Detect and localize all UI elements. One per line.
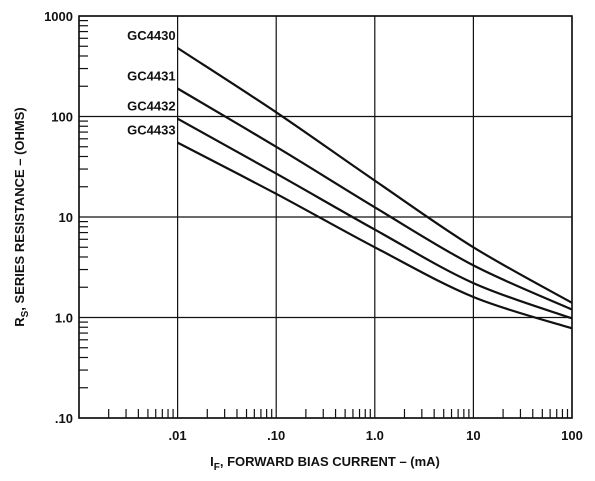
y-tick-label: 10 [59,210,73,225]
series-gc4430: GC4430 [127,28,573,304]
y-axis-title-sub: S [20,310,31,317]
x-tick-label: 100 [561,428,583,443]
series-gc4433: GC4433 [127,123,573,330]
series-gc4431: GC4431 [127,68,573,311]
y-axis-title-main: R [12,317,27,327]
y-tick-label: 100 [51,110,73,125]
series-line-gc4431 [177,87,573,311]
series-label-gc4430: GC4430 [127,28,175,43]
x-axis-title-sub: F [214,462,220,473]
minor-ticks [79,19,569,418]
series-line-gc4433 [177,141,573,330]
y-axis-title: RS, SERIES RESISTANCE – (OHMS) [12,107,31,327]
y-tick-label: .10 [55,411,73,426]
series-line-gc4430 [176,47,573,304]
plot-frame [78,15,573,419]
y-tick-label: 1.0 [55,311,73,326]
y-axis-title-rest: , SERIES RESISTANCE – (OHMS) [12,107,27,310]
x-axis-title-rest: , FORWARD BIAS CURRENT – (mA) [220,454,440,469]
series-group: GC4430 GC4431 GC4432 GC4433 [127,28,573,330]
x-tick-label: .10 [267,428,285,443]
y-tick-label: 1000 [44,9,73,24]
series-label-gc4432: GC4432 [127,99,175,114]
series-gc4432: GC4432 [127,99,573,320]
series-label-gc4433: GC4433 [127,123,175,138]
x-axis-title-main: I [210,454,214,469]
x-tick-label: .01 [169,428,187,443]
series-line-gc4432 [177,117,573,320]
x-tick-label: 1.0 [366,428,384,443]
tick-labels: .01 .10 1.0 10 100 .10 1.0 10 100 1000 [44,9,583,443]
x-axis-title: IF, FORWARD BIAS CURRENT – (mA) [210,454,440,473]
x-tick-label: 10 [466,428,480,443]
series-label-gc4431: GC4431 [127,68,175,83]
